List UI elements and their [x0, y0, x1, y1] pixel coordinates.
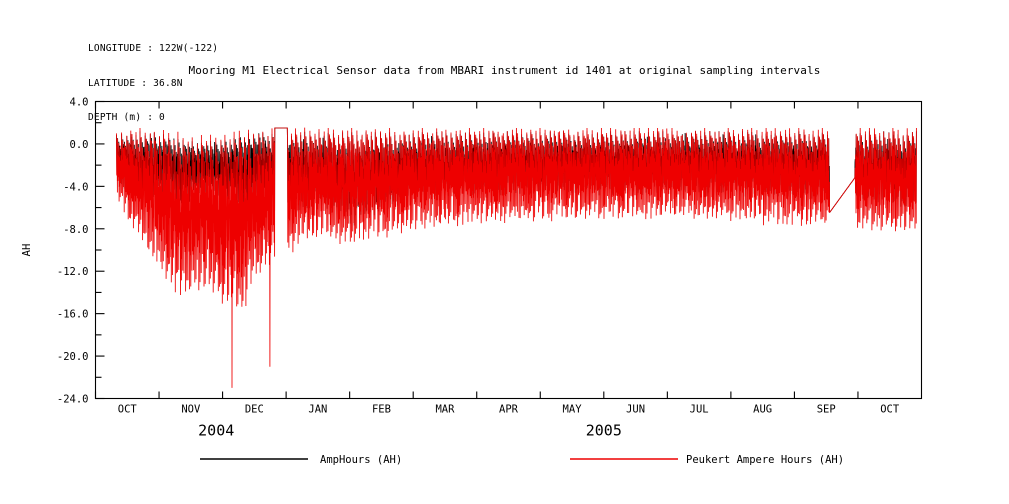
longitude-text: LONGITUDE : 122W(-122): [88, 43, 219, 54]
x-axis-group: OCT NOV DEC JAN FEB MAR APR MAY JUN JUL AUG SEP OCT: [94, 101, 900, 416]
depth-text: DEPTH (m) : 0: [88, 112, 165, 123]
x-tick-label: DEC: [245, 404, 264, 416]
x-tick-label: FEB: [372, 404, 391, 416]
year-label-group: 2004 2005: [198, 422, 622, 440]
x-tick-label: NOV: [181, 404, 201, 416]
series-line-peukert-ampere-hours: [116, 127, 917, 388]
x-tick-label: MAY: [563, 404, 583, 416]
year-label: 2005: [586, 422, 622, 440]
series-red: [116, 127, 917, 388]
x-tick-label: OCT: [880, 404, 900, 416]
y-tick-label: -20.0: [57, 351, 89, 363]
plot-frame: [94, 100, 923, 400]
legend-group: AmpHours (AH) Peukert Ampere Hours (AH): [200, 454, 844, 466]
y-tick-label: -8.0: [63, 224, 88, 236]
legend-label-amphours: AmpHours (AH): [320, 454, 402, 466]
y-axis-group: 4.0 0.0 -4.0 -8.0 -12.0 -16.0 -20.0 -24.0: [57, 97, 105, 406]
y-tick-label: -16.0: [57, 309, 89, 321]
x-tick-label: OCT: [118, 404, 138, 416]
y-tick-label: -4.0: [63, 181, 88, 193]
y-axis-title: AH: [21, 244, 33, 257]
y-tick-label: 4.0: [70, 97, 89, 109]
station-metadata: LONGITUDE : 122W(-122) LATITUDE : 36.8N …: [88, 20, 218, 147]
y-tick-label: -24.0: [57, 394, 89, 406]
x-tick-label: JUL: [690, 404, 709, 416]
x-tick-label: AUG: [753, 404, 772, 416]
x-tick-label: APR: [499, 404, 519, 416]
x-tick-label: JUN: [626, 404, 645, 416]
x-tick-label: SEP: [817, 404, 836, 416]
x-tick-label: JAN: [308, 404, 327, 416]
y-tick-label: -12.0: [57, 266, 89, 278]
y-tick-label: 0.0: [70, 139, 89, 151]
x-tick-label: MAR: [435, 404, 455, 416]
chart-title: Mooring M1 Electrical Sensor data from M…: [188, 64, 821, 77]
year-label: 2004: [198, 422, 234, 440]
latitude-text: LATITUDE : 36.8N: [88, 77, 183, 89]
legend-label-peukert: Peukert Ampere Hours (AH): [686, 454, 844, 466]
